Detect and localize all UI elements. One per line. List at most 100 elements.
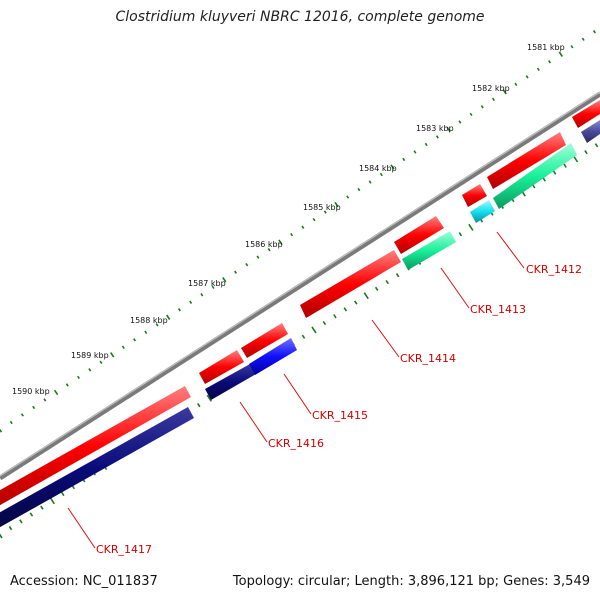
ruler-tick	[570, 45, 574, 49]
ruler-tick	[354, 300, 358, 305]
ruler-tick	[385, 279, 389, 285]
ruler-tick	[311, 326, 317, 334]
reverse-strand-track	[0, 120, 600, 530]
genome-backbone	[0, 91, 600, 481]
scale-label: 1581 kbp	[527, 43, 565, 52]
ruler-tick	[245, 262, 249, 267]
ruler-tick	[594, 143, 599, 148]
ruler-tick	[189, 300, 193, 304]
ruler-tick	[525, 75, 529, 79]
ruler-tick	[88, 368, 92, 372]
gene-feature-navy[interactable]	[205, 364, 256, 400]
ruler-tick	[446, 126, 451, 133]
ruler-tick	[155, 323, 159, 327]
scale-label: 1586 kbp	[245, 240, 283, 249]
ruler-tick	[542, 177, 546, 182]
ruler-tick	[222, 277, 227, 283]
ruler-tick	[368, 180, 372, 184]
gene-label[interactable]: CKR_1414	[400, 352, 456, 365]
gene-label[interactable]: CKR_1416	[268, 437, 324, 450]
ruler-tick	[491, 97, 495, 102]
ruler-tick	[312, 217, 316, 222]
ruler-tick	[548, 60, 552, 64]
gene-feature-cyan[interactable]	[470, 200, 495, 223]
gene-feature-green[interactable]	[493, 143, 577, 209]
ruler-tick	[8, 526, 13, 531]
ruler-tick	[206, 394, 212, 402]
gene-feature-red[interactable]	[300, 250, 401, 318]
ruler-tick	[552, 170, 557, 175]
scale-label: 1587 kbp	[188, 279, 226, 288]
kbp-scale-labels: 1581 kbp 1582 kbp 1583 kbp 1584 kbp 1585…	[12, 43, 565, 396]
genome-title: Clostridium kluyveri NBRC 12016, complet…	[115, 9, 485, 25]
ruler-tick	[61, 491, 65, 497]
gene-feature-blue[interactable]	[249, 338, 297, 375]
gene-feature-red[interactable]	[394, 216, 444, 254]
ruler-tick	[502, 89, 507, 95]
gene-feature-red[interactable]	[241, 323, 288, 358]
ruler-tick	[514, 82, 518, 87]
gene-feature-red[interactable]	[199, 350, 244, 384]
ruler-tick	[357, 187, 361, 192]
ruler-tick	[363, 292, 369, 300]
ruler-tick	[290, 232, 294, 237]
ruler-tick	[322, 320, 327, 326]
ruler-tick	[110, 352, 115, 358]
ruler-tick	[536, 67, 540, 72]
ruler-tick	[49, 497, 55, 505]
ruler-tick	[323, 210, 327, 214]
gene-label[interactable]: CKR_1412	[526, 263, 582, 276]
gene-labels: CKR_1412 CKR_1413 CKR_1414 CKR_1415 CKR_…	[96, 263, 582, 556]
ruler-tick	[32, 405, 36, 410]
ruler-tick	[301, 334, 306, 339]
ruler-tick	[584, 150, 588, 155]
ruler-tick	[133, 338, 137, 342]
gene-label[interactable]: CKR_1415	[312, 409, 368, 422]
ruler-tick	[43, 398, 47, 402]
ruler-tick	[458, 232, 463, 237]
ruler-tick	[343, 307, 348, 312]
gene-feature-red[interactable]	[487, 132, 566, 189]
accession-label: Accession: NC_011837	[10, 574, 158, 589]
ruler-tick	[424, 142, 428, 147]
ruler-tick	[581, 37, 585, 41]
ruler-tick	[379, 172, 383, 177]
ruler-tick	[0, 533, 3, 539]
gene-feature-green[interactable]	[402, 231, 456, 270]
ruler-tick	[9, 420, 13, 425]
ruler-tick	[572, 155, 579, 163]
ruler-tick	[563, 163, 567, 168]
ruler-tick	[468, 223, 474, 231]
genome-summary: Topology: circular; Length: 3,896,121 bp…	[232, 574, 590, 589]
ruler-tick	[256, 255, 260, 259]
ruler-tick	[144, 330, 148, 335]
gene-feature-navy[interactable]	[0, 407, 194, 530]
ruler-tick	[166, 314, 171, 320]
ruler-tick	[200, 293, 204, 297]
ruler-tick	[121, 345, 125, 350]
ruler-tick	[99, 360, 103, 365]
ruler-tick	[20, 413, 24, 417]
ruler-tick	[458, 120, 462, 124]
gene-feature-red[interactable]	[462, 184, 487, 207]
ruler-tick	[402, 157, 406, 162]
gene-label-leaders	[67, 231, 525, 549]
ruler-tick	[480, 105, 484, 109]
ruler-tick	[395, 273, 400, 278]
ruler-tick	[301, 225, 305, 229]
genome-backbone-highlight	[0, 91, 600, 477]
ruler-tick	[177, 308, 181, 312]
ruler-tick	[390, 164, 395, 170]
gene-label[interactable]: CKR_1417	[96, 543, 152, 556]
ruler-tick	[413, 150, 417, 154]
scale-label: 1590 kbp	[12, 387, 50, 396]
gene-feature-red[interactable]	[0, 386, 191, 508]
ruler-tick	[211, 285, 215, 289]
gene-label[interactable]: CKR_1413	[470, 303, 526, 316]
gene-feature-red[interactable]	[572, 100, 600, 128]
kbp-scale-ruler	[0, 30, 596, 433]
scale-label: 1583 kbp	[416, 124, 454, 133]
ruler-tick	[29, 512, 34, 517]
gene-feature-slate[interactable]	[581, 120, 600, 143]
